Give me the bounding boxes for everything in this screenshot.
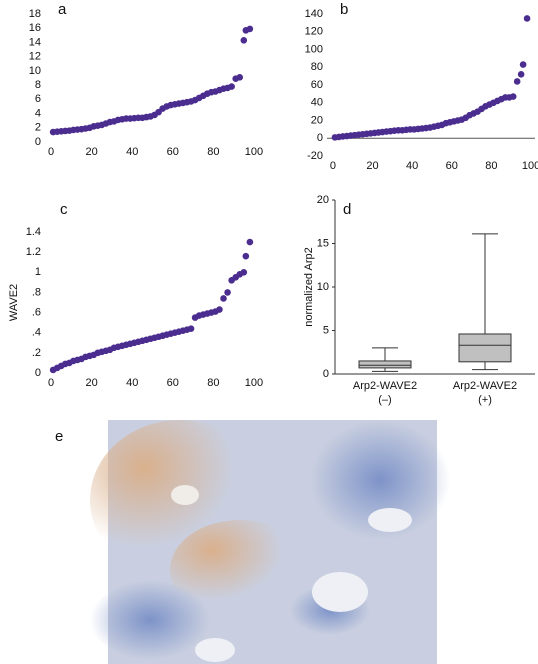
y-tick-label: 0 <box>35 136 41 148</box>
x-tick-label: 80 <box>207 146 219 158</box>
y-axis-label: WAVE2 <box>8 284 20 321</box>
y-tick-label: .2 <box>32 347 41 359</box>
y-tick-label: 4 <box>35 107 41 119</box>
panel-label: a <box>58 1 67 18</box>
x-tick-label: 100 <box>522 160 538 172</box>
y-tick-label: 100 <box>305 43 323 55</box>
point <box>220 295 227 302</box>
x-tick-label: 40 <box>126 377 138 389</box>
x-tick-label: 0 <box>48 377 54 389</box>
point <box>228 83 235 90</box>
x-tick-label: 20 <box>86 146 98 158</box>
x-tick-label: Arp2-WAVE2 <box>353 380 417 392</box>
x-tick-label: 60 <box>167 146 179 158</box>
point <box>242 252 250 260</box>
y-tick-label: 60 <box>311 79 323 91</box>
x-tick-label: (–) <box>378 394 391 406</box>
y-tick-label: 0 <box>35 367 41 379</box>
x-tick-label: 80 <box>207 377 219 389</box>
point <box>216 306 223 313</box>
point <box>236 73 244 81</box>
point <box>517 71 525 78</box>
point <box>523 15 531 22</box>
panel-label: d <box>343 201 351 218</box>
point <box>509 93 517 100</box>
point <box>513 78 521 85</box>
y-tick-label: 140 <box>305 8 323 20</box>
micrograph <box>90 420 450 664</box>
x-tick-label: 20 <box>366 160 378 172</box>
y-tick-label: 2 <box>35 122 41 134</box>
y-axis-label: normalized Arp2 <box>303 247 315 327</box>
x-tick-label: 100 <box>245 146 263 158</box>
y-tick-label: .4 <box>32 327 41 339</box>
y-tick-label: -20 <box>307 150 323 162</box>
x-tick-label: 100 <box>245 377 263 389</box>
y-tick-label: .8 <box>32 286 41 298</box>
point <box>519 61 527 68</box>
y-tick-label: 0 <box>317 132 323 144</box>
y-tick-label: 18 <box>29 8 41 20</box>
y-tick-label: 40 <box>311 97 323 109</box>
point <box>246 25 254 33</box>
x-tick-label: Arp2-WAVE2 <box>453 380 517 392</box>
x-tick-label: 0 <box>48 146 54 158</box>
point <box>187 325 195 332</box>
y-tick-label: 80 <box>311 61 323 73</box>
x-tick-label: 60 <box>446 160 458 172</box>
x-tick-label: 0 <box>330 160 336 172</box>
point <box>224 289 231 296</box>
box <box>458 333 512 363</box>
y-tick-label: 8 <box>35 79 41 91</box>
y-tick-label: 20 <box>317 194 329 206</box>
y-tick-label: 15 <box>317 237 329 249</box>
y-tick-label: 12 <box>29 51 41 63</box>
y-tick-label: 10 <box>29 65 41 77</box>
box <box>358 360 412 369</box>
point <box>240 37 248 44</box>
y-tick-label: 1 <box>35 266 41 278</box>
panel-label: b <box>340 1 348 18</box>
panel-label: e <box>55 428 63 445</box>
point <box>240 268 248 276</box>
panel-label: c <box>60 201 68 218</box>
y-tick-label: 20 <box>311 114 323 126</box>
x-tick-label: 20 <box>86 377 98 389</box>
x-tick-label: 60 <box>167 377 179 389</box>
y-tick-label: 120 <box>305 26 323 38</box>
x-tick-label: (+) <box>478 394 492 406</box>
x-tick-label: 80 <box>485 160 497 172</box>
y-tick-label: .6 <box>32 306 41 318</box>
y-tick-label: 6 <box>35 93 41 105</box>
y-tick-label: 0 <box>323 368 329 380</box>
x-tick-label: 40 <box>406 160 418 172</box>
point <box>246 238 254 246</box>
y-tick-label: 14 <box>29 36 41 48</box>
x-tick-label: 40 <box>126 146 138 158</box>
y-tick-label: 5 <box>323 324 329 336</box>
y-tick-label: 1.4 <box>26 226 41 238</box>
y-tick-label: 1.2 <box>26 246 41 258</box>
y-tick-label: 16 <box>29 22 41 34</box>
y-tick-label: 10 <box>317 281 329 293</box>
